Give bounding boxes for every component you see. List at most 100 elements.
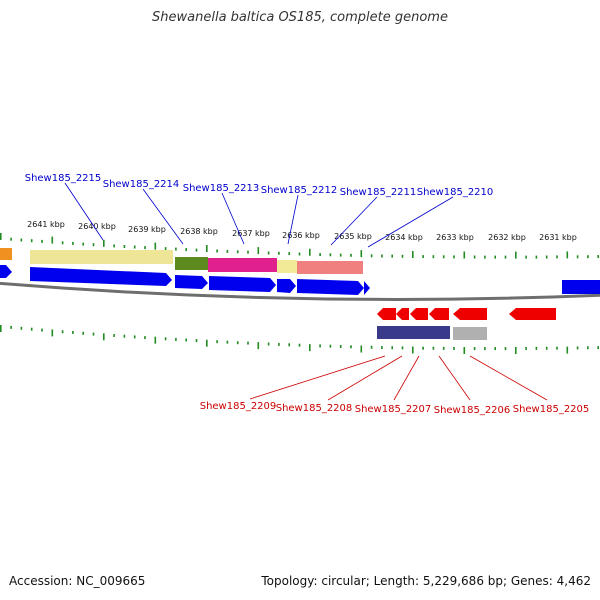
major-tick [463, 347, 466, 354]
minor-tick [247, 341, 249, 345]
scale-labels: 2641 kbp 2640 kbp 2639 kbp 2638 kbp 2637… [27, 220, 577, 242]
gene-label-reverse[interactable]: Shew185_2205 [513, 404, 590, 415]
gene-arrow[interactable] [377, 308, 396, 320]
gene-label-reverse[interactable]: Shew185_2206 [434, 405, 511, 416]
minor-tick [473, 347, 476, 351]
minor-tick [82, 242, 84, 246]
major-tick [566, 346, 569, 354]
scale-label: 2639 kbp [128, 225, 166, 234]
scale-label: 2635 kbp [334, 232, 372, 241]
minor-tick [329, 253, 332, 257]
gene-label-reverse[interactable]: Shew185_2209 [200, 401, 277, 412]
gene-label-forward[interactable]: Shew185_2214 [103, 179, 180, 190]
major-tick [463, 251, 466, 259]
minor-tick [422, 255, 424, 259]
minor-tick [82, 331, 84, 335]
minor-tick [164, 337, 167, 341]
gene-arrow[interactable] [297, 279, 364, 295]
minor-tick [319, 253, 321, 257]
minor-tick [432, 255, 435, 259]
minor-tick [10, 325, 12, 329]
scale-label: 2636 kbp [282, 231, 320, 240]
leader-line [367, 196, 454, 248]
feature-block-salmon [297, 261, 363, 274]
gene-arrow[interactable] [0, 265, 12, 278]
minor-tick [545, 255, 548, 259]
gene-label-forward[interactable]: Shew185_2212 [261, 185, 338, 196]
minor-tick [525, 255, 527, 259]
gene-label-reverse[interactable]: Shew185_2207 [355, 404, 432, 415]
gene-arrow[interactable] [509, 308, 556, 320]
minor-tick [61, 330, 64, 334]
minor-tick [422, 346, 424, 350]
gene-label-reverse[interactable]: Shew185_2208 [276, 403, 353, 414]
scale-label: 2640 kbp [78, 222, 116, 231]
gene-arrow[interactable] [175, 275, 208, 289]
minor-tick [195, 248, 198, 252]
gene-label-forward[interactable]: Shew185_2215 [25, 173, 102, 184]
major-tick [154, 336, 157, 344]
leader-line [327, 355, 403, 401]
minor-tick [597, 255, 599, 258]
gene-arrow[interactable] [562, 280, 600, 294]
leader-line [64, 182, 104, 241]
minor-tick [381, 346, 383, 349]
leader-line [221, 192, 245, 245]
feature-block-khaki [30, 250, 173, 264]
scale-label: 2641 kbp [27, 220, 65, 229]
scale-label: 2632 kbp [488, 233, 526, 242]
scale-label: 2633 kbp [436, 233, 474, 242]
minor-tick [30, 239, 33, 243]
minor-tick [391, 346, 393, 350]
leader-line [469, 355, 548, 401]
minor-tick [597, 346, 599, 350]
scale-label: 2638 kbp [180, 227, 218, 236]
major-tick [103, 333, 105, 341]
minor-tick [587, 255, 589, 259]
major-tick [515, 251, 517, 259]
minor-tick [61, 241, 64, 245]
minor-tick [185, 338, 187, 342]
gene-arrow[interactable] [396, 308, 409, 320]
minor-tick [10, 237, 12, 241]
minor-tick [72, 241, 74, 245]
gene-label-forward[interactable]: Shew185_2213 [183, 183, 260, 194]
minor-tick [298, 343, 301, 347]
minor-tick [576, 346, 579, 350]
minor-tick [473, 255, 476, 259]
topology-text: Topology: circular; Length: 5,229,686 bp… [261, 574, 591, 588]
minor-tick [339, 345, 342, 348]
genome-backbone [0, 281, 600, 301]
feature-blocks-reverse [377, 326, 487, 340]
major-tick [360, 250, 363, 258]
minor-tick [216, 249, 218, 253]
minor-tick [133, 335, 136, 339]
minor-tick [226, 340, 229, 344]
scale-label: 2634 kbp [385, 233, 423, 242]
gene-arrow[interactable] [429, 308, 449, 320]
gene-arrow[interactable] [277, 279, 296, 293]
gene-label-forward[interactable]: Shew185_2211 [340, 187, 417, 198]
gene-label-forward[interactable]: Shew185_2210 [417, 187, 494, 198]
minor-tick [535, 346, 538, 350]
minor-tick [556, 346, 558, 350]
scale-label: 2637 kbp [232, 229, 270, 238]
leader-line [142, 188, 184, 245]
gene-arrow[interactable] [30, 267, 172, 286]
minor-tick [175, 247, 177, 251]
gene-arrow[interactable] [410, 308, 428, 320]
leader-line [249, 355, 386, 400]
gene-arrow[interactable] [364, 281, 370, 295]
major-tick [103, 239, 105, 247]
minor-tick [20, 326, 23, 330]
scale-label: 2631 kbp [539, 233, 577, 242]
map-title: Shewanella baltica OS185, complete genom… [152, 10, 448, 25]
minor-tick [504, 255, 507, 259]
accession-text: Accession: NC_009665 [9, 574, 146, 588]
minor-tick [113, 334, 115, 337]
minor-tick [144, 336, 146, 340]
gene-arrow[interactable] [453, 308, 487, 320]
minor-tick [236, 250, 239, 254]
gene-arrow[interactable] [209, 276, 276, 292]
